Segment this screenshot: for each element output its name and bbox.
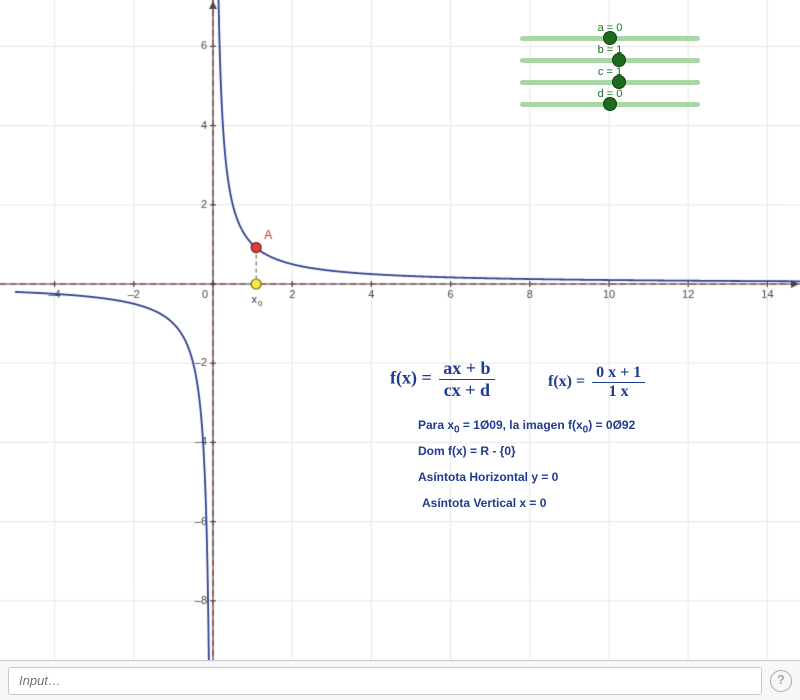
slider-b[interactable]: b = 1 bbox=[520, 44, 700, 67]
slider-track bbox=[520, 58, 700, 63]
help-button[interactable]: ? bbox=[770, 670, 792, 692]
slider-c[interactable]: c = 1 bbox=[520, 66, 700, 89]
slider-d[interactable]: d = 0 bbox=[520, 88, 700, 111]
slider-a[interactable]: a = 0 bbox=[520, 22, 700, 45]
input-bar: ? bbox=[0, 660, 800, 700]
command-input[interactable] bbox=[8, 667, 762, 695]
slider-thumb[interactable] bbox=[603, 97, 617, 111]
slider-thumb[interactable] bbox=[603, 31, 617, 45]
slider-track bbox=[520, 80, 700, 85]
slider-thumb[interactable] bbox=[612, 53, 626, 67]
slider-thumb[interactable] bbox=[612, 75, 626, 89]
